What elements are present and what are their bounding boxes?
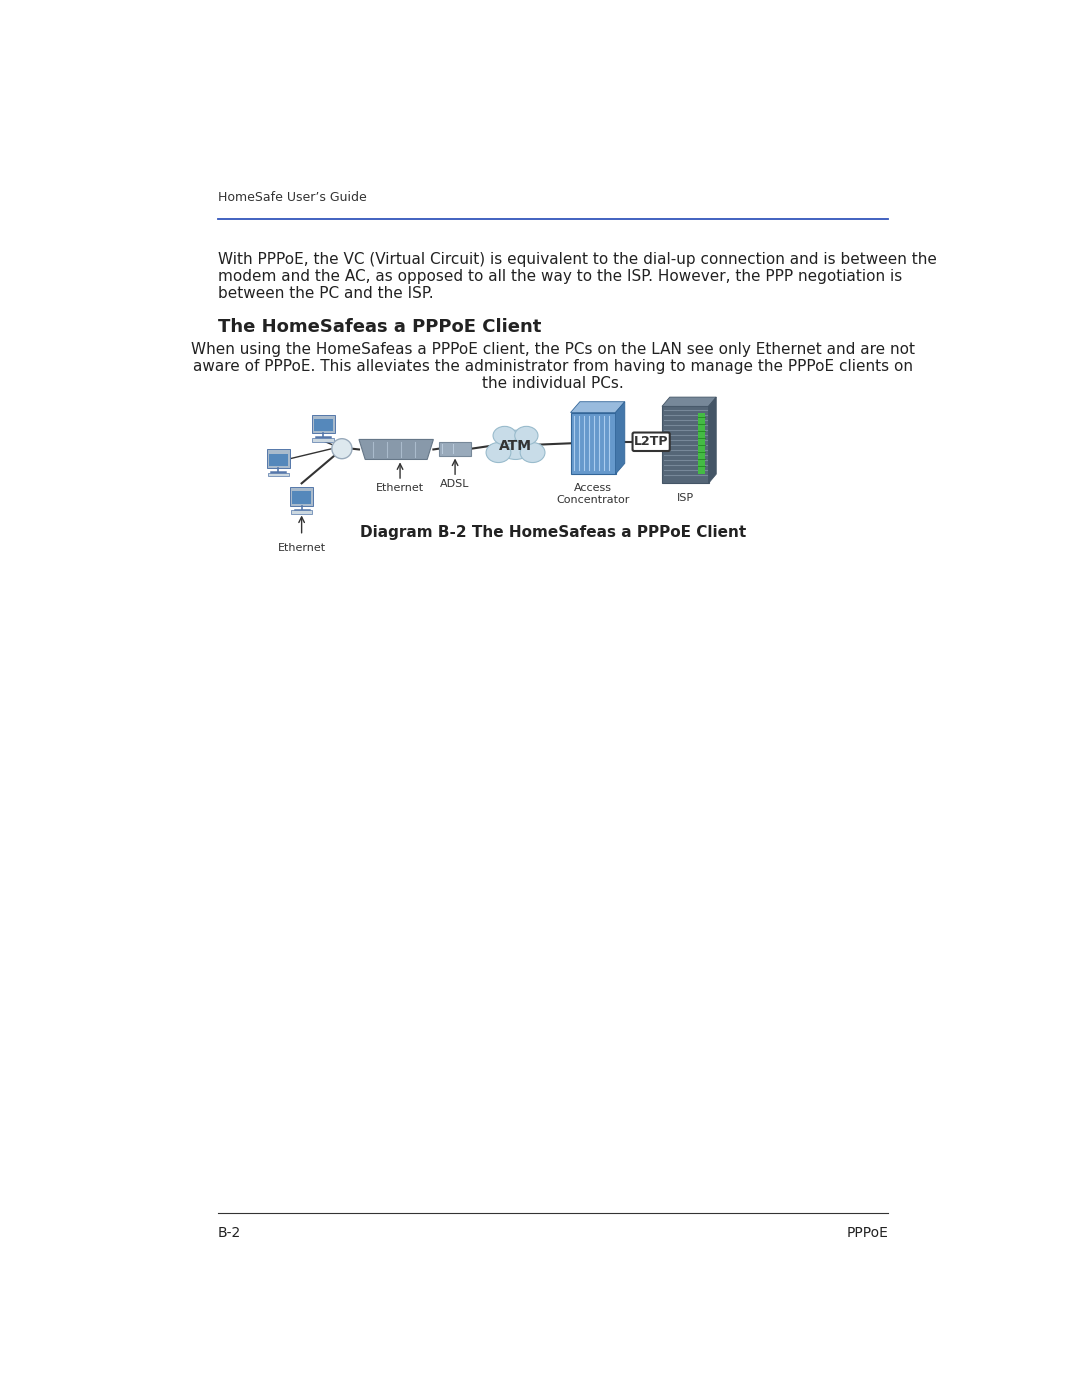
Text: When using the HomeSafeas a PPPoE client, the PCs on the LAN see only Ethernet a: When using the HomeSafeas a PPPoE client… — [191, 342, 915, 358]
Text: Ethernet: Ethernet — [376, 482, 424, 493]
Text: With PPPoE, the VC (Virtual Circuit) is equivalent to the dial-up connection and: With PPPoE, the VC (Virtual Circuit) is … — [218, 253, 936, 267]
Text: HomeSafe User’s Guide: HomeSafe User’s Guide — [218, 191, 367, 204]
FancyBboxPatch shape — [698, 412, 705, 474]
Ellipse shape — [498, 430, 534, 460]
FancyBboxPatch shape — [662, 407, 708, 483]
Text: Diagram B-2 The HomeSafeas a PPPoE Client: Diagram B-2 The HomeSafeas a PPPoE Clien… — [360, 525, 746, 539]
FancyBboxPatch shape — [291, 488, 313, 506]
Text: Ethernet: Ethernet — [278, 542, 326, 553]
Ellipse shape — [486, 443, 511, 462]
Polygon shape — [616, 402, 625, 474]
FancyBboxPatch shape — [438, 441, 471, 455]
Text: ADSL: ADSL — [441, 479, 470, 489]
FancyBboxPatch shape — [570, 412, 616, 474]
FancyBboxPatch shape — [312, 415, 335, 433]
FancyBboxPatch shape — [292, 492, 311, 504]
Ellipse shape — [521, 443, 545, 462]
Polygon shape — [359, 440, 433, 460]
FancyBboxPatch shape — [312, 437, 334, 441]
Ellipse shape — [515, 426, 538, 444]
Text: the individual PCs.: the individual PCs. — [483, 376, 624, 391]
Text: modem and the AC, as opposed to all the way to the ISP. However, the PPP negotia: modem and the AC, as opposed to all the … — [218, 270, 902, 284]
Polygon shape — [570, 402, 625, 412]
Text: Access
Concentrator: Access Concentrator — [556, 483, 630, 504]
Text: ATM: ATM — [499, 440, 532, 454]
FancyBboxPatch shape — [267, 450, 291, 468]
Ellipse shape — [494, 426, 516, 444]
Text: ISP: ISP — [677, 493, 693, 503]
Polygon shape — [708, 397, 716, 483]
Text: The HomeSafeas a PPPoE Client: The HomeSafeas a PPPoE Client — [218, 317, 541, 335]
Text: B-2: B-2 — [218, 1227, 241, 1241]
Text: between the PC and the ISP.: between the PC and the ISP. — [218, 286, 433, 302]
Text: aware of PPPoE. This alleviates the administrator from having to manage the PPPo: aware of PPPoE. This alleviates the admi… — [193, 359, 913, 374]
Polygon shape — [662, 397, 716, 407]
Circle shape — [332, 439, 352, 458]
FancyBboxPatch shape — [269, 454, 288, 467]
FancyBboxPatch shape — [268, 472, 289, 476]
Text: PPPoE: PPPoE — [847, 1227, 889, 1241]
FancyBboxPatch shape — [291, 510, 312, 514]
Text: L2TP: L2TP — [634, 436, 669, 448]
FancyBboxPatch shape — [633, 433, 670, 451]
FancyBboxPatch shape — [313, 419, 333, 432]
